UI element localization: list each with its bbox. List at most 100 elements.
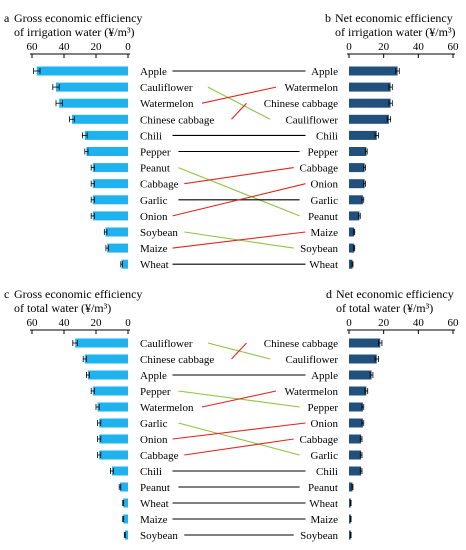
title-d-line2: of total water (¥/m³) bbox=[336, 301, 433, 315]
category-label-b: Soybean bbox=[300, 243, 338, 255]
bar-a bbox=[36, 66, 128, 76]
category-label-c: Watermelon bbox=[140, 402, 194, 414]
bar-d bbox=[349, 386, 367, 396]
bar-d bbox=[349, 530, 351, 540]
x-tick-label-c: 40 bbox=[59, 317, 71, 329]
category-label-d: Chili bbox=[316, 466, 338, 478]
category-label-b: Garlic bbox=[311, 195, 339, 207]
title-b-line2: of irrigation water (¥/m³) bbox=[335, 25, 456, 39]
category-label-d: Wheat bbox=[309, 498, 338, 510]
category-label-b: Peanut bbox=[308, 211, 338, 223]
category-label-a: Chinese cabbage bbox=[140, 114, 214, 126]
category-label-b: Onion bbox=[311, 179, 339, 191]
bar-b bbox=[349, 130, 377, 140]
bar-c bbox=[99, 450, 128, 460]
rank-connector bbox=[201, 86, 277, 104]
bar-a bbox=[92, 211, 128, 221]
x-tick-label-a: 0 bbox=[125, 41, 131, 53]
x-tick-label-c: 20 bbox=[91, 317, 103, 329]
category-label-a: Cabbage bbox=[140, 179, 179, 191]
bar-c bbox=[99, 418, 128, 428]
category-label-b: Cabbage bbox=[300, 163, 339, 175]
panel-letter-c: c bbox=[4, 287, 9, 301]
bar-a bbox=[59, 98, 129, 108]
x-tick-label-d: 0 bbox=[346, 317, 352, 329]
bar-c bbox=[97, 402, 128, 412]
x-tick-label-c: 0 bbox=[125, 317, 131, 329]
title-a-line1: Gross economic efficiency bbox=[14, 11, 142, 25]
title-c-line1: Gross economic efficiency bbox=[14, 287, 142, 301]
category-label-d: Watermelon bbox=[285, 386, 339, 398]
bar-c bbox=[123, 498, 128, 508]
bar-d bbox=[349, 466, 362, 476]
category-label-c: Cauliflower bbox=[140, 338, 193, 350]
category-label-d: Soybean bbox=[300, 530, 338, 542]
bar-b bbox=[349, 114, 389, 124]
rank-connector bbox=[201, 390, 277, 408]
bar-b bbox=[349, 179, 365, 189]
rank-connector bbox=[231, 342, 247, 360]
bar-b bbox=[349, 195, 363, 205]
x-tick-label-b: 60 bbox=[448, 41, 460, 53]
category-label-b: Chinese cabbage bbox=[264, 98, 338, 110]
category-label-d: Maize bbox=[311, 514, 339, 526]
bar-c bbox=[99, 434, 128, 444]
bar-d bbox=[349, 354, 377, 364]
x-tick-label-d: 20 bbox=[378, 317, 390, 329]
bar-a bbox=[92, 179, 128, 189]
category-label-c: Peanut bbox=[140, 482, 170, 494]
category-label-c: Onion bbox=[140, 434, 168, 446]
bar-a bbox=[86, 147, 128, 156]
bar-c bbox=[123, 514, 128, 524]
category-label-a: Peanut bbox=[140, 163, 170, 175]
bar-a bbox=[56, 82, 128, 92]
bar-b bbox=[349, 147, 367, 156]
bar-d bbox=[349, 450, 362, 460]
category-label-b: Apple bbox=[311, 66, 338, 78]
category-label-c: Wheat bbox=[140, 498, 169, 510]
category-label-a: Wheat bbox=[140, 259, 169, 271]
category-label-a: Apple bbox=[140, 66, 167, 78]
category-label-a: Chili bbox=[140, 130, 162, 142]
category-label-d: Chinese cabbage bbox=[264, 338, 338, 350]
category-label-a: Onion bbox=[140, 211, 168, 223]
bar-a bbox=[92, 195, 128, 205]
bar-b bbox=[349, 243, 355, 253]
category-label-a: Maize bbox=[140, 243, 168, 255]
panel-letter-b: b bbox=[325, 11, 331, 25]
bar-c bbox=[75, 338, 128, 348]
bar-d bbox=[349, 338, 381, 348]
rank-connector bbox=[172, 231, 306, 249]
category-label-a: Soybean bbox=[140, 227, 178, 239]
category-label-c: Maize bbox=[140, 514, 168, 526]
bar-b bbox=[349, 82, 391, 92]
title-a-line2: of irrigation water (¥/m³) bbox=[14, 25, 135, 39]
category-label-a: Garlic bbox=[140, 195, 168, 207]
category-label-d: Peanut bbox=[308, 482, 338, 494]
category-label-c: Chinese cabbage bbox=[140, 354, 214, 366]
category-label-d: Cauliflower bbox=[285, 354, 338, 366]
category-label-d: Apple bbox=[311, 370, 338, 382]
rank-connector bbox=[184, 167, 294, 185]
rank-connector bbox=[172, 183, 306, 217]
category-label-b: Pepper bbox=[307, 147, 338, 159]
bar-b bbox=[349, 259, 353, 269]
x-tick-label-c: 60 bbox=[27, 317, 39, 329]
bar-c bbox=[84, 354, 128, 364]
category-label-c: Soybean bbox=[140, 530, 178, 542]
category-label-c: Pepper bbox=[140, 386, 171, 398]
bar-a bbox=[92, 163, 128, 173]
category-label-a: Pepper bbox=[140, 147, 171, 159]
chart-marks: 60 40 20 0 0 20 40 60 Apple Cauliflower Watermelon… bbox=[27, 41, 460, 542]
bar-c bbox=[112, 466, 128, 476]
panel-letter-d: d bbox=[326, 287, 332, 301]
category-label-b: Maize bbox=[311, 227, 339, 239]
bar-d bbox=[349, 514, 351, 524]
category-label-c: Garlic bbox=[140, 418, 168, 430]
bar-b bbox=[349, 66, 398, 76]
bar-b bbox=[349, 98, 391, 108]
category-label-d: Pepper bbox=[307, 402, 338, 414]
x-tick-label-b: 0 bbox=[346, 41, 352, 53]
category-label-d: Onion bbox=[311, 418, 339, 430]
bar-b bbox=[349, 211, 360, 221]
